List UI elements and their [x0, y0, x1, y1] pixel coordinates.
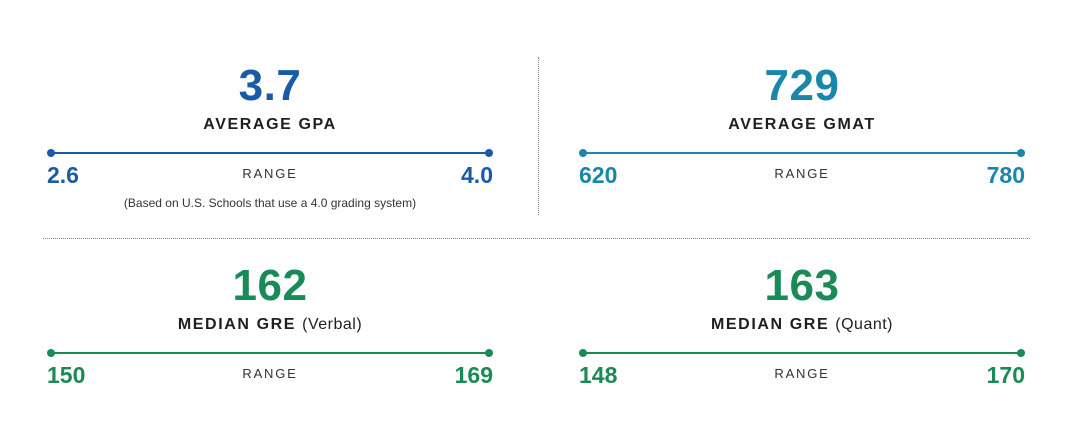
gre-verbal-range-high: 169 [454, 362, 493, 388]
gpa-range-low: 2.6 [47, 162, 79, 188]
gre-quant-range-line [579, 348, 1025, 358]
gre-quant-range-high: 170 [986, 362, 1025, 388]
gmat-stat-card: 729 AVERAGE GMAT 620 RANGE 780 [579, 64, 1025, 190]
gmat-range-line [579, 148, 1025, 158]
gre-verbal-label-sub: (Verbal) [302, 316, 363, 333]
range-end-dot [1017, 349, 1025, 357]
range-start-dot [47, 149, 55, 157]
gpa-value: 3.7 [238, 61, 302, 110]
gre-verbal-range: 150 RANGE 169 [47, 362, 493, 390]
gre-quant-value: 163 [764, 261, 840, 310]
horizontal-divider [43, 238, 1030, 239]
range-start-dot [579, 349, 587, 357]
gre-quant-range: 148 RANGE 170 [579, 362, 1025, 390]
gre-quant-label-sub: (Quant) [835, 316, 894, 333]
gmat-range-label: RANGE [774, 166, 830, 181]
gre-verbal-range-line [47, 348, 493, 358]
gre-quant-range-label: RANGE [774, 366, 830, 381]
gre-verbal-label-main: MEDIAN GRE [177, 316, 297, 333]
gmat-range-high: 780 [986, 162, 1025, 188]
gpa-range-label: RANGE [242, 166, 298, 181]
gpa-stat-card: 3.7 AVERAGE GPA 2.6 RANGE 4.0 (Based on … [47, 64, 493, 210]
gre-verbal-stat-card: 162 MEDIAN GRE (Verbal) 150 RANGE 169 [47, 264, 493, 390]
gpa-range-line [47, 148, 493, 158]
gre-quant-range-low: 148 [579, 362, 618, 388]
range-start-dot [579, 149, 587, 157]
gre-verbal-label: MEDIAN GRE (Verbal) [47, 316, 493, 334]
gre-verbal-value: 162 [232, 261, 308, 310]
range-end-dot [485, 349, 493, 357]
range-end-dot [1017, 149, 1025, 157]
gmat-range: 620 RANGE 780 [579, 162, 1025, 190]
gre-quant-stat-card: 163 MEDIAN GRE (Quant) 148 RANGE 170 [579, 264, 1025, 390]
gre-verbal-range-label: RANGE [242, 366, 298, 381]
gpa-label: AVERAGE GPA [203, 116, 337, 133]
gpa-range-high: 4.0 [461, 162, 493, 188]
gre-quant-label-main: MEDIAN GRE [710, 316, 830, 333]
gre-quant-label: MEDIAN GRE (Quant) [579, 316, 1025, 334]
gpa-range: 2.6 RANGE 4.0 [47, 162, 493, 190]
gmat-label: AVERAGE GMAT [728, 116, 876, 133]
gmat-value: 729 [764, 61, 840, 110]
gpa-note: (Based on U.S. Schools that use a 4.0 gr… [123, 196, 417, 210]
range-end-dot [485, 149, 493, 157]
vertical-divider [538, 57, 539, 215]
gre-verbal-range-low: 150 [47, 362, 86, 388]
gmat-range-low: 620 [579, 162, 618, 188]
range-start-dot [47, 349, 55, 357]
